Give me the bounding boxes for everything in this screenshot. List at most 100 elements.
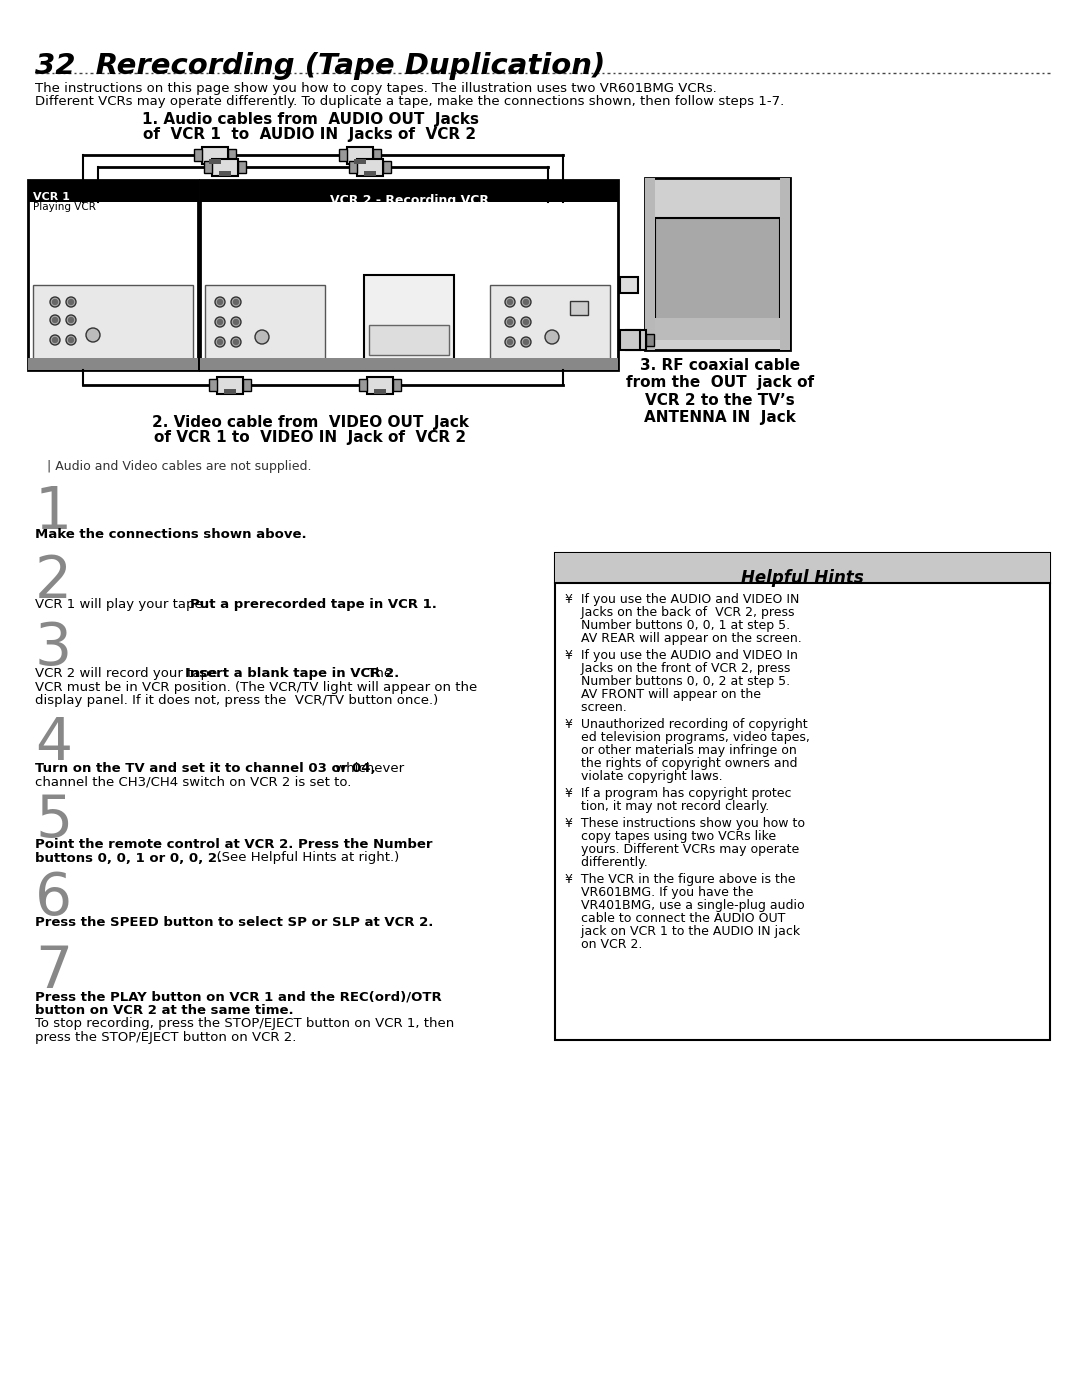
Text: Turn on the TV and set it to channel 03 or 04,: Turn on the TV and set it to channel 03 … [35,761,376,775]
Text: of  VCR 1  to  AUDIO IN  Jacks of  VCR 2: of VCR 1 to AUDIO IN Jacks of VCR 2 [144,127,476,142]
Text: To stop recording, press the STOP/EJECT button on VCR 1, then: To stop recording, press the STOP/EJECT … [35,1017,455,1030]
Circle shape [524,339,528,345]
Bar [210,159,221,163]
Text: 1. Audio cables from  AUDIO OUT  Jacks: 1. Audio cables from AUDIO OUT Jacks [141,112,478,127]
Text: ed television programs, video tapes,: ed television programs, video tapes, [565,731,810,745]
Text: Playing VCR: Playing VCR [33,203,96,212]
Text: of VCR 1 to  VIDEO IN  Jack of  VCR 2: of VCR 1 to VIDEO IN Jack of VCR 2 [154,430,467,446]
Circle shape [521,337,531,346]
Bar [354,159,366,163]
Bar [204,161,212,173]
Bar [200,180,618,203]
Circle shape [50,335,60,345]
Circle shape [215,298,225,307]
Text: ¥  Unauthorized recording of copyright: ¥ Unauthorized recording of copyright [565,718,808,731]
Text: jack on VCR 1 to the AUDIO IN jack: jack on VCR 1 to the AUDIO IN jack [565,925,800,937]
Circle shape [217,339,222,345]
Text: Jacks on the front of VCR 2, press: Jacks on the front of VCR 2, press [565,662,791,675]
Text: on VCR 2.: on VCR 2. [565,937,643,951]
Text: Jacks on the back of  VCR 2, press: Jacks on the back of VCR 2, press [565,606,795,619]
Bar [645,177,789,351]
Bar [28,180,198,203]
Text: VCR must be in VCR position. (The VCR/TV light will appear on the: VCR must be in VCR position. (The VCR/TV… [35,680,477,693]
Circle shape [53,299,57,305]
Text: ¥  These instructions show you how to: ¥ These instructions show you how to [565,817,805,830]
Circle shape [508,320,513,324]
Circle shape [66,335,76,345]
Bar [555,553,1050,1039]
Bar [570,300,588,314]
Bar [359,379,367,391]
Bar [347,147,373,163]
Text: Number buttons 0, 0, 2 at step 5.: Number buttons 0, 0, 2 at step 5. [565,675,791,687]
Text: VCR 2 - Recording VCR: VCR 2 - Recording VCR [329,194,488,207]
Bar [202,147,228,163]
Bar [620,330,640,351]
Circle shape [521,298,531,307]
Circle shape [233,299,239,305]
Circle shape [68,299,73,305]
Circle shape [50,298,60,307]
Text: Press the SPEED button to select SP or SLP at VCR 2.: Press the SPEED button to select SP or S… [35,916,433,929]
Bar [243,379,251,391]
Bar [369,326,449,355]
Bar [646,334,654,346]
Text: 2: 2 [35,553,72,610]
Text: 6: 6 [35,870,72,928]
Text: 5: 5 [35,792,72,849]
Circle shape [231,298,241,307]
Text: VCR 1: VCR 1 [33,191,70,203]
Circle shape [545,330,559,344]
Bar [364,170,376,176]
Text: the rights of copyright owners and: the rights of copyright owners and [565,757,797,770]
Text: channel the CH3/CH4 switch on VCR 2 is set to.: channel the CH3/CH4 switch on VCR 2 is s… [35,775,351,788]
Text: ¥  The VCR in the figure above is the: ¥ The VCR in the figure above is the [565,873,796,886]
Text: Make the connections shown above.: Make the connections shown above. [35,528,307,541]
Text: cable to connect the AUDIO OUT: cable to connect the AUDIO OUT [565,912,785,925]
Circle shape [255,330,269,344]
Circle shape [217,320,222,324]
Text: The instructions on this page show you how to copy tapes. The illustration uses : The instructions on this page show you h… [35,82,717,95]
Text: The: The [363,666,392,680]
Bar [373,149,381,161]
Bar [228,149,237,161]
Bar [194,149,202,161]
Bar [200,358,618,370]
Circle shape [231,317,241,327]
Text: ¥  If you use the AUDIO and VIDEO IN: ¥ If you use the AUDIO and VIDEO IN [565,592,799,606]
Text: Press the PLAY button on VCR 1 and the REC(ord)/OTR: Press the PLAY button on VCR 1 and the R… [35,990,442,1003]
Text: Helpful Hints: Helpful Hints [741,569,864,587]
Text: ¥  If a program has copyright protec: ¥ If a program has copyright protec [565,787,792,800]
Text: VR401BMG, use a single-plug audio: VR401BMG, use a single-plug audio [565,900,805,912]
Text: buttons 0, 0, 1 or 0, 0, 2.: buttons 0, 0, 1 or 0, 0, 2. [35,852,222,865]
Text: VCR 2 will record your tape.: VCR 2 will record your tape. [35,666,226,680]
Circle shape [508,339,513,345]
Bar [645,177,654,351]
Text: differently.: differently. [565,856,648,869]
Text: button on VCR 2 at the same time.: button on VCR 2 at the same time. [35,1003,294,1017]
Text: 7: 7 [35,943,72,1000]
Circle shape [53,317,57,323]
Circle shape [508,299,513,305]
Text: 3: 3 [35,620,72,678]
Text: 4: 4 [35,715,72,773]
Circle shape [233,320,239,324]
Circle shape [233,339,239,345]
Circle shape [66,314,76,326]
Text: display panel. If it does not, press the  VCR/TV button once.): display panel. If it does not, press the… [35,694,438,707]
Bar [620,277,638,293]
Text: 2. Video cable from  VIDEO OUT  Jack: 2. Video cable from VIDEO OUT Jack [151,415,469,430]
Bar [654,218,780,335]
Bar [645,319,789,339]
Bar [364,275,454,365]
Bar [367,377,393,394]
Bar [780,177,789,351]
Text: 1: 1 [35,483,72,541]
Circle shape [50,314,60,326]
Text: tion, it may not record clearly.: tion, it may not record clearly. [565,800,769,813]
Text: AV REAR will appear on the screen.: AV REAR will appear on the screen. [565,631,801,645]
Bar [383,161,391,173]
Circle shape [217,299,222,305]
Text: Number buttons 0, 0, 1 at step 5.: Number buttons 0, 0, 1 at step 5. [565,619,791,631]
Bar [205,285,325,365]
